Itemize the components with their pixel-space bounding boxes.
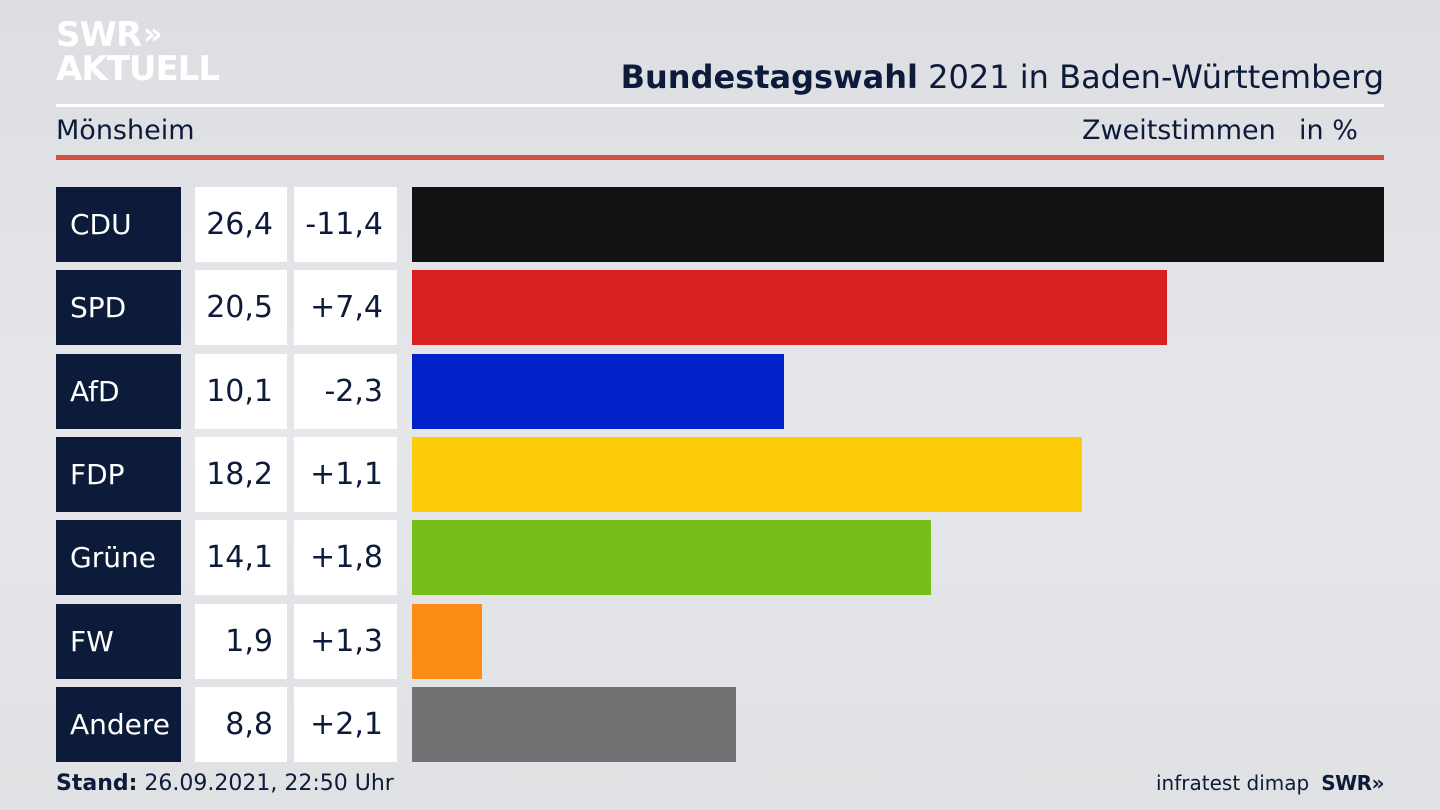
title-rest: 2021 in Baden-Württemberg (917, 58, 1384, 96)
logo-swr-text: SWR (56, 15, 142, 55)
bar-andere (412, 687, 736, 762)
chart-row: AfD 10,1 -2,3 (56, 354, 1384, 429)
value-label: 10,1 (195, 354, 287, 429)
change-label: +1,8 (294, 520, 397, 595)
bar-afd (412, 354, 784, 429)
chart-row: FDP 18,2 +1,1 (56, 437, 1384, 512)
stand-value: 26.09.2021, 22:50 Uhr (137, 771, 394, 796)
bar-spd (412, 270, 1167, 345)
party-label: FW (56, 604, 181, 679)
logo-aktuell-text: AKTUELL (56, 49, 220, 89)
change-label: -11,4 (294, 187, 397, 262)
chart-title: Bundestagswahl 2021 in Baden-Württemberg (621, 58, 1384, 96)
source-label: infratest dimap (1156, 771, 1310, 795)
party-label: AfD (56, 354, 181, 429)
bar-cdu (412, 187, 1384, 262)
timestamp: Stand: 26.09.2021, 22:50 Uhr (56, 771, 394, 796)
party-label: CDU (56, 187, 181, 262)
change-label: +1,3 (294, 604, 397, 679)
chart-row: FW 1,9 +1,3 (56, 604, 1384, 679)
swr-aktuell-logo: SWR» AKTUELL (56, 15, 220, 89)
value-label: 26,4 (195, 187, 287, 262)
change-label: -2,3 (294, 354, 397, 429)
change-label: +7,4 (294, 270, 397, 345)
chevron-right-icon: » (143, 17, 163, 52)
value-label: 1,9 (195, 604, 287, 679)
swr-brand-logo: SWR» (1321, 771, 1384, 795)
value-label: 18,2 (195, 437, 287, 512)
source-credit: infratest dimap SWR» (1156, 771, 1384, 795)
change-label: +1,1 (294, 437, 397, 512)
chart-row: Grüne 14,1 +1,8 (56, 520, 1384, 595)
unit-label: in % (1299, 115, 1358, 146)
party-label: SPD (56, 270, 181, 345)
chart-row: Andere 8,8 +2,1 (56, 687, 1384, 762)
bar-grüne (412, 520, 931, 595)
header-divider (56, 104, 1384, 107)
bar-fdp (412, 437, 1082, 512)
value-label: 14,1 (195, 520, 287, 595)
change-label: +2,1 (294, 687, 397, 762)
party-label: FDP (56, 437, 181, 512)
location-label: Mönsheim (56, 115, 195, 146)
chart-row: SPD 20,5 +7,4 (56, 270, 1384, 345)
stand-label: Stand: (56, 771, 138, 796)
party-label: Grüne (56, 520, 181, 595)
bar-fw (412, 604, 482, 679)
title-bold: Bundestagswahl (620, 58, 918, 96)
measure-label: Zweitstimmen (1082, 115, 1276, 146)
value-label: 20,5 (195, 270, 287, 345)
accent-divider (56, 155, 1384, 160)
value-label: 8,8 (195, 687, 287, 762)
chart-row: CDU 26,4 -11,4 (56, 187, 1384, 262)
party-label: Andere (56, 687, 181, 762)
